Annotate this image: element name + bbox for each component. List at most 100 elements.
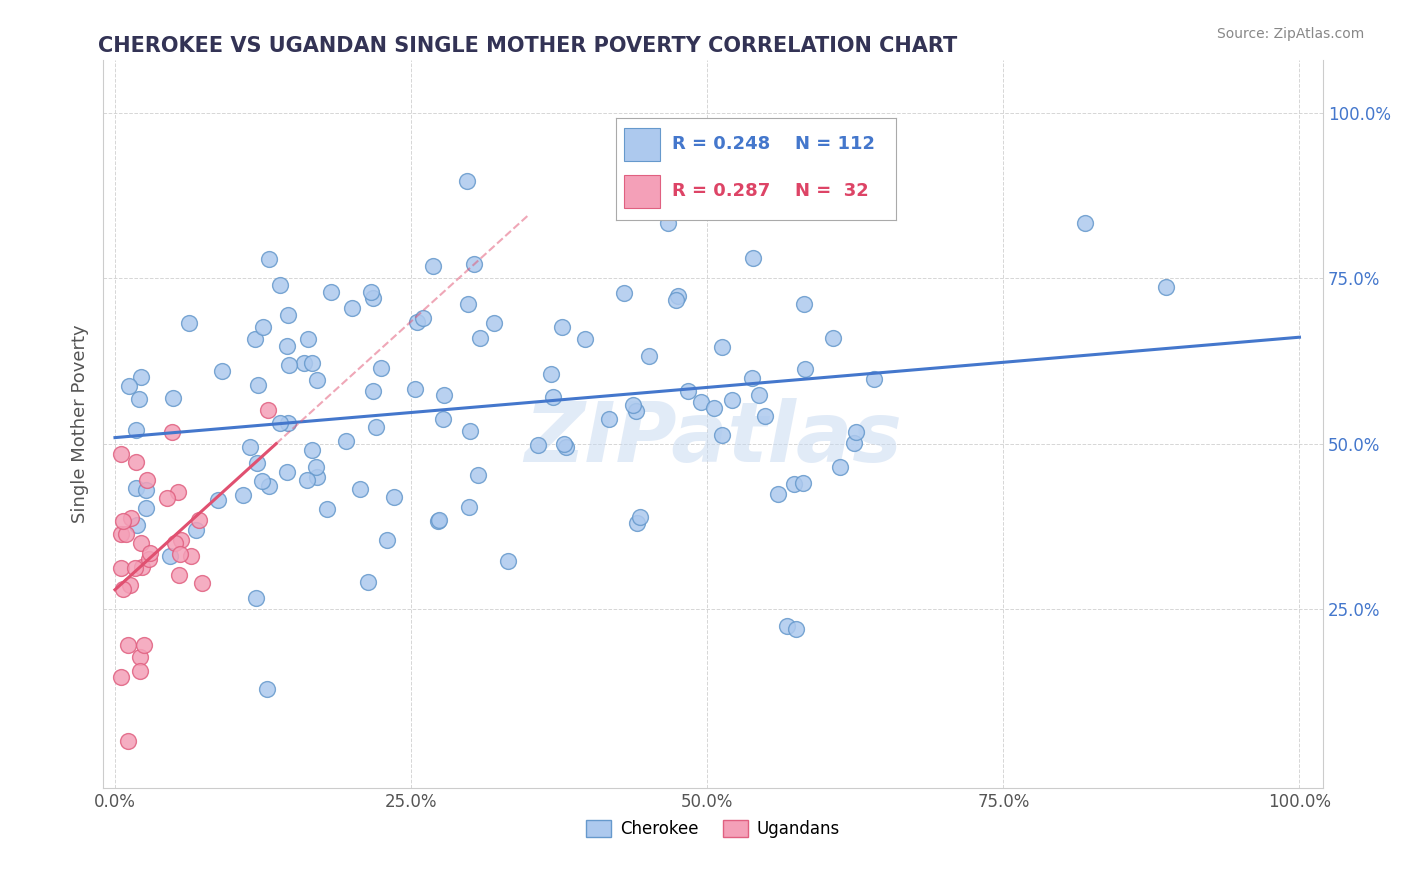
Point — [162, 425, 184, 439]
Point — [167, 568, 190, 582]
Point — [335, 434, 357, 449]
Point — [118, 578, 141, 592]
Point — [110, 526, 132, 541]
Legend: Cherokee, Ugandans: Cherokee, Ugandans — [579, 814, 846, 845]
Point — [711, 340, 734, 354]
Point — [613, 286, 636, 301]
Point — [114, 527, 136, 541]
Point — [741, 251, 763, 265]
Point — [863, 372, 886, 386]
Point — [555, 440, 578, 454]
Point — [496, 554, 519, 568]
Point — [125, 455, 148, 469]
Point — [422, 260, 444, 274]
Point — [342, 301, 364, 316]
Y-axis label: Single Mother Poverty: Single Mother Poverty — [72, 325, 89, 523]
Point — [628, 509, 651, 524]
Point — [129, 536, 152, 550]
Point — [232, 488, 254, 502]
Point — [574, 332, 596, 346]
Point — [239, 441, 262, 455]
Point — [783, 476, 806, 491]
Point — [257, 478, 280, 492]
Point — [357, 575, 380, 590]
Point — [307, 470, 329, 484]
Point — [170, 533, 193, 548]
Point — [131, 559, 153, 574]
Point — [793, 297, 815, 311]
Point — [710, 428, 733, 442]
Point — [467, 467, 489, 482]
Point — [256, 681, 278, 696]
Point — [184, 523, 207, 537]
Point — [626, 404, 648, 418]
Point — [748, 387, 770, 401]
Point — [292, 356, 315, 370]
Point — [162, 392, 184, 406]
Point — [180, 549, 202, 563]
Point — [361, 384, 384, 399]
Point — [246, 457, 269, 471]
Point — [316, 502, 339, 516]
Point — [792, 475, 814, 490]
Point — [690, 394, 713, 409]
Point — [541, 390, 564, 404]
Point — [138, 551, 160, 566]
Point — [252, 319, 274, 334]
Point — [638, 349, 661, 363]
Point — [129, 369, 152, 384]
Point — [406, 315, 429, 329]
Point — [135, 500, 157, 515]
Point — [823, 331, 845, 345]
Point — [785, 622, 807, 636]
Point — [366, 419, 388, 434]
Point — [167, 484, 190, 499]
Point — [110, 447, 132, 461]
Point — [849, 159, 872, 173]
Point — [427, 513, 450, 527]
Point — [169, 547, 191, 561]
Point — [128, 650, 150, 665]
Point — [404, 382, 426, 396]
Point — [553, 437, 575, 451]
Point — [657, 216, 679, 230]
Point — [527, 438, 550, 452]
Point — [666, 288, 689, 302]
Point — [125, 517, 148, 532]
Point — [118, 379, 141, 393]
Point — [540, 368, 562, 382]
Point — [211, 363, 233, 377]
Point — [842, 435, 865, 450]
Point — [676, 384, 699, 399]
Point — [136, 473, 159, 487]
Point — [370, 360, 392, 375]
Point — [828, 460, 851, 475]
Point — [110, 670, 132, 684]
Point — [305, 460, 328, 475]
Point — [125, 423, 148, 437]
Point — [297, 332, 319, 346]
Point — [427, 514, 450, 528]
Point — [363, 291, 385, 305]
Point — [456, 174, 478, 188]
Point — [111, 514, 134, 528]
Point — [301, 443, 323, 458]
Point — [703, 401, 725, 415]
Point — [277, 416, 299, 430]
Point — [257, 252, 280, 266]
Point — [247, 377, 270, 392]
Point — [1154, 280, 1177, 294]
Point — [187, 512, 209, 526]
Point — [754, 409, 776, 423]
Text: Source: ZipAtlas.com: Source: ZipAtlas.com — [1216, 27, 1364, 41]
Point — [163, 536, 186, 550]
Point — [412, 310, 434, 325]
Point — [128, 392, 150, 407]
Point — [458, 424, 481, 438]
Text: CHEROKEE VS UGANDAN SINGLE MOTHER POVERTY CORRELATION CHART: CHEROKEE VS UGANDAN SINGLE MOTHER POVERT… — [98, 36, 957, 55]
Text: ZIPatlas: ZIPatlas — [524, 398, 903, 479]
Point — [741, 371, 763, 385]
Point — [156, 491, 179, 505]
Point — [793, 362, 815, 376]
Point — [301, 356, 323, 370]
